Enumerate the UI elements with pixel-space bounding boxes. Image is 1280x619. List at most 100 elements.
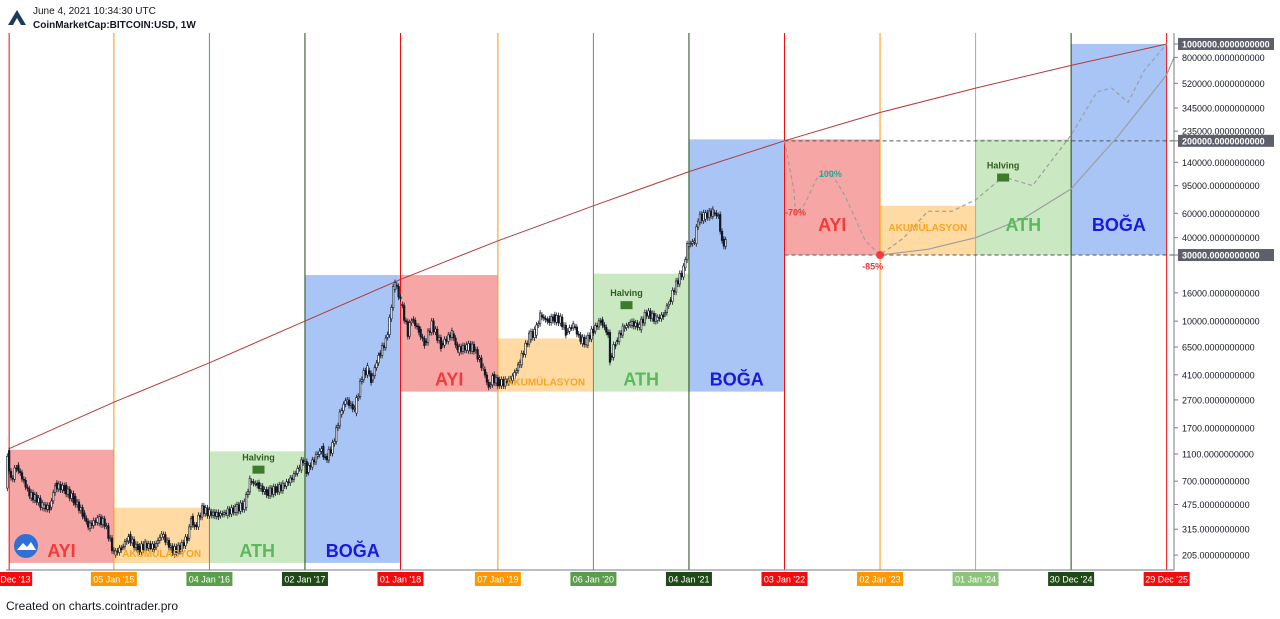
- candle-body: [452, 333, 455, 339]
- candle-body: [449, 334, 452, 338]
- y-tick-label-4: 235000.0000000000: [1182, 127, 1265, 137]
- candle-body: [708, 210, 711, 219]
- candle-body: [649, 310, 652, 319]
- candle-body: [463, 345, 466, 351]
- candle-body: [553, 314, 556, 323]
- candle-body: [166, 539, 169, 543]
- candle-body: [155, 543, 158, 548]
- candle-body: [403, 305, 406, 321]
- candle-body: [30, 492, 33, 499]
- candle-body: [134, 543, 138, 548]
- candle-body: [474, 349, 477, 351]
- candle-body: [90, 522, 93, 526]
- candle-body: [709, 210, 713, 217]
- y-tick-highlight-5: [1178, 134, 1274, 147]
- candle-body: [689, 243, 692, 245]
- date-marker-badge-7: [665, 572, 712, 586]
- candle-body: [590, 328, 593, 340]
- candle-body: [19, 470, 22, 474]
- candle-body: [76, 501, 79, 506]
- candle-body: [68, 488, 71, 499]
- candle-body: [164, 534, 167, 543]
- candle-body: [478, 357, 481, 360]
- candle-body: [61, 485, 64, 491]
- candle-body: [112, 549, 115, 552]
- candle-body: [246, 491, 250, 495]
- zone-box-3: [304, 275, 401, 563]
- candle-body: [629, 322, 632, 326]
- candle-body: [83, 512, 86, 519]
- candle-body: [252, 481, 255, 484]
- candle-body: [118, 547, 121, 553]
- candle-body: [267, 489, 270, 497]
- candle-body: [605, 327, 608, 333]
- date-marker-label-0: 02 Dec '13: [0, 575, 31, 585]
- candle-body: [535, 324, 538, 336]
- candle-body: [577, 333, 580, 336]
- candle-body: [388, 317, 391, 336]
- candle-body: [445, 338, 448, 342]
- date-marker-label-12: 29 Dec '25: [1145, 575, 1188, 585]
- candle-body: [584, 338, 588, 345]
- candle-body: [256, 482, 259, 486]
- candle-body: [120, 547, 123, 551]
- candle-body: [472, 343, 476, 352]
- candle-body: [289, 477, 292, 484]
- candle-body: [417, 326, 420, 333]
- candle-body: [53, 485, 57, 494]
- candle-body: [50, 500, 53, 508]
- candle-body: [597, 320, 601, 328]
- zone-box-11: [1071, 43, 1167, 256]
- candle-body: [63, 485, 66, 492]
- candle-body: [206, 507, 209, 516]
- date-marker-badge-9: [857, 572, 904, 586]
- candle-body: [296, 468, 299, 474]
- candle-body: [35, 494, 38, 503]
- candle-body: [607, 331, 610, 336]
- candle-body: [612, 344, 615, 358]
- candle-body: [419, 329, 422, 338]
- candle-body: [621, 325, 624, 336]
- candle-body: [263, 489, 266, 492]
- candle-body: [579, 334, 582, 342]
- candle-body: [145, 543, 149, 549]
- candle-body: [327, 448, 330, 461]
- candle-body: [559, 315, 562, 324]
- candle-body: [485, 374, 488, 383]
- candle-body: [70, 492, 73, 499]
- candle-body: [550, 316, 553, 323]
- candle-body: [362, 370, 365, 380]
- candle-body: [298, 467, 301, 469]
- candle-body: [355, 397, 358, 414]
- candle-body: [109, 537, 112, 540]
- candle-body: [614, 344, 617, 347]
- candle-body: [724, 239, 727, 247]
- candle-body: [676, 280, 680, 285]
- candle-body: [491, 375, 494, 386]
- candle-body: [129, 534, 132, 544]
- candle-body: [700, 214, 703, 221]
- candle-body: [682, 265, 685, 278]
- candle-body: [390, 307, 393, 320]
- zone-box-10: [975, 139, 1072, 256]
- y-tick-label-19: 475.0000000000: [1182, 500, 1250, 510]
- candle-body: [546, 319, 549, 322]
- candle-body: [219, 513, 222, 516]
- candle-body: [652, 313, 656, 322]
- date-marker-label-11: 30 Dec '24: [1050, 575, 1093, 585]
- candle-body: [204, 507, 207, 515]
- candle-body: [17, 464, 20, 472]
- candle-body: [88, 522, 92, 529]
- candle-body: [658, 316, 661, 319]
- candle-body: [167, 540, 171, 548]
- annotation-1: 100%: [819, 169, 842, 179]
- y-tick-label-2: 520000.0000000000: [1182, 79, 1265, 89]
- candle-body: [465, 344, 468, 351]
- candle-body: [184, 536, 187, 547]
- candle-body: [66, 488, 70, 495]
- candle-body: [199, 515, 202, 518]
- candle-body: [26, 486, 29, 489]
- candle-body: [202, 505, 206, 514]
- candle-body: [697, 220, 700, 228]
